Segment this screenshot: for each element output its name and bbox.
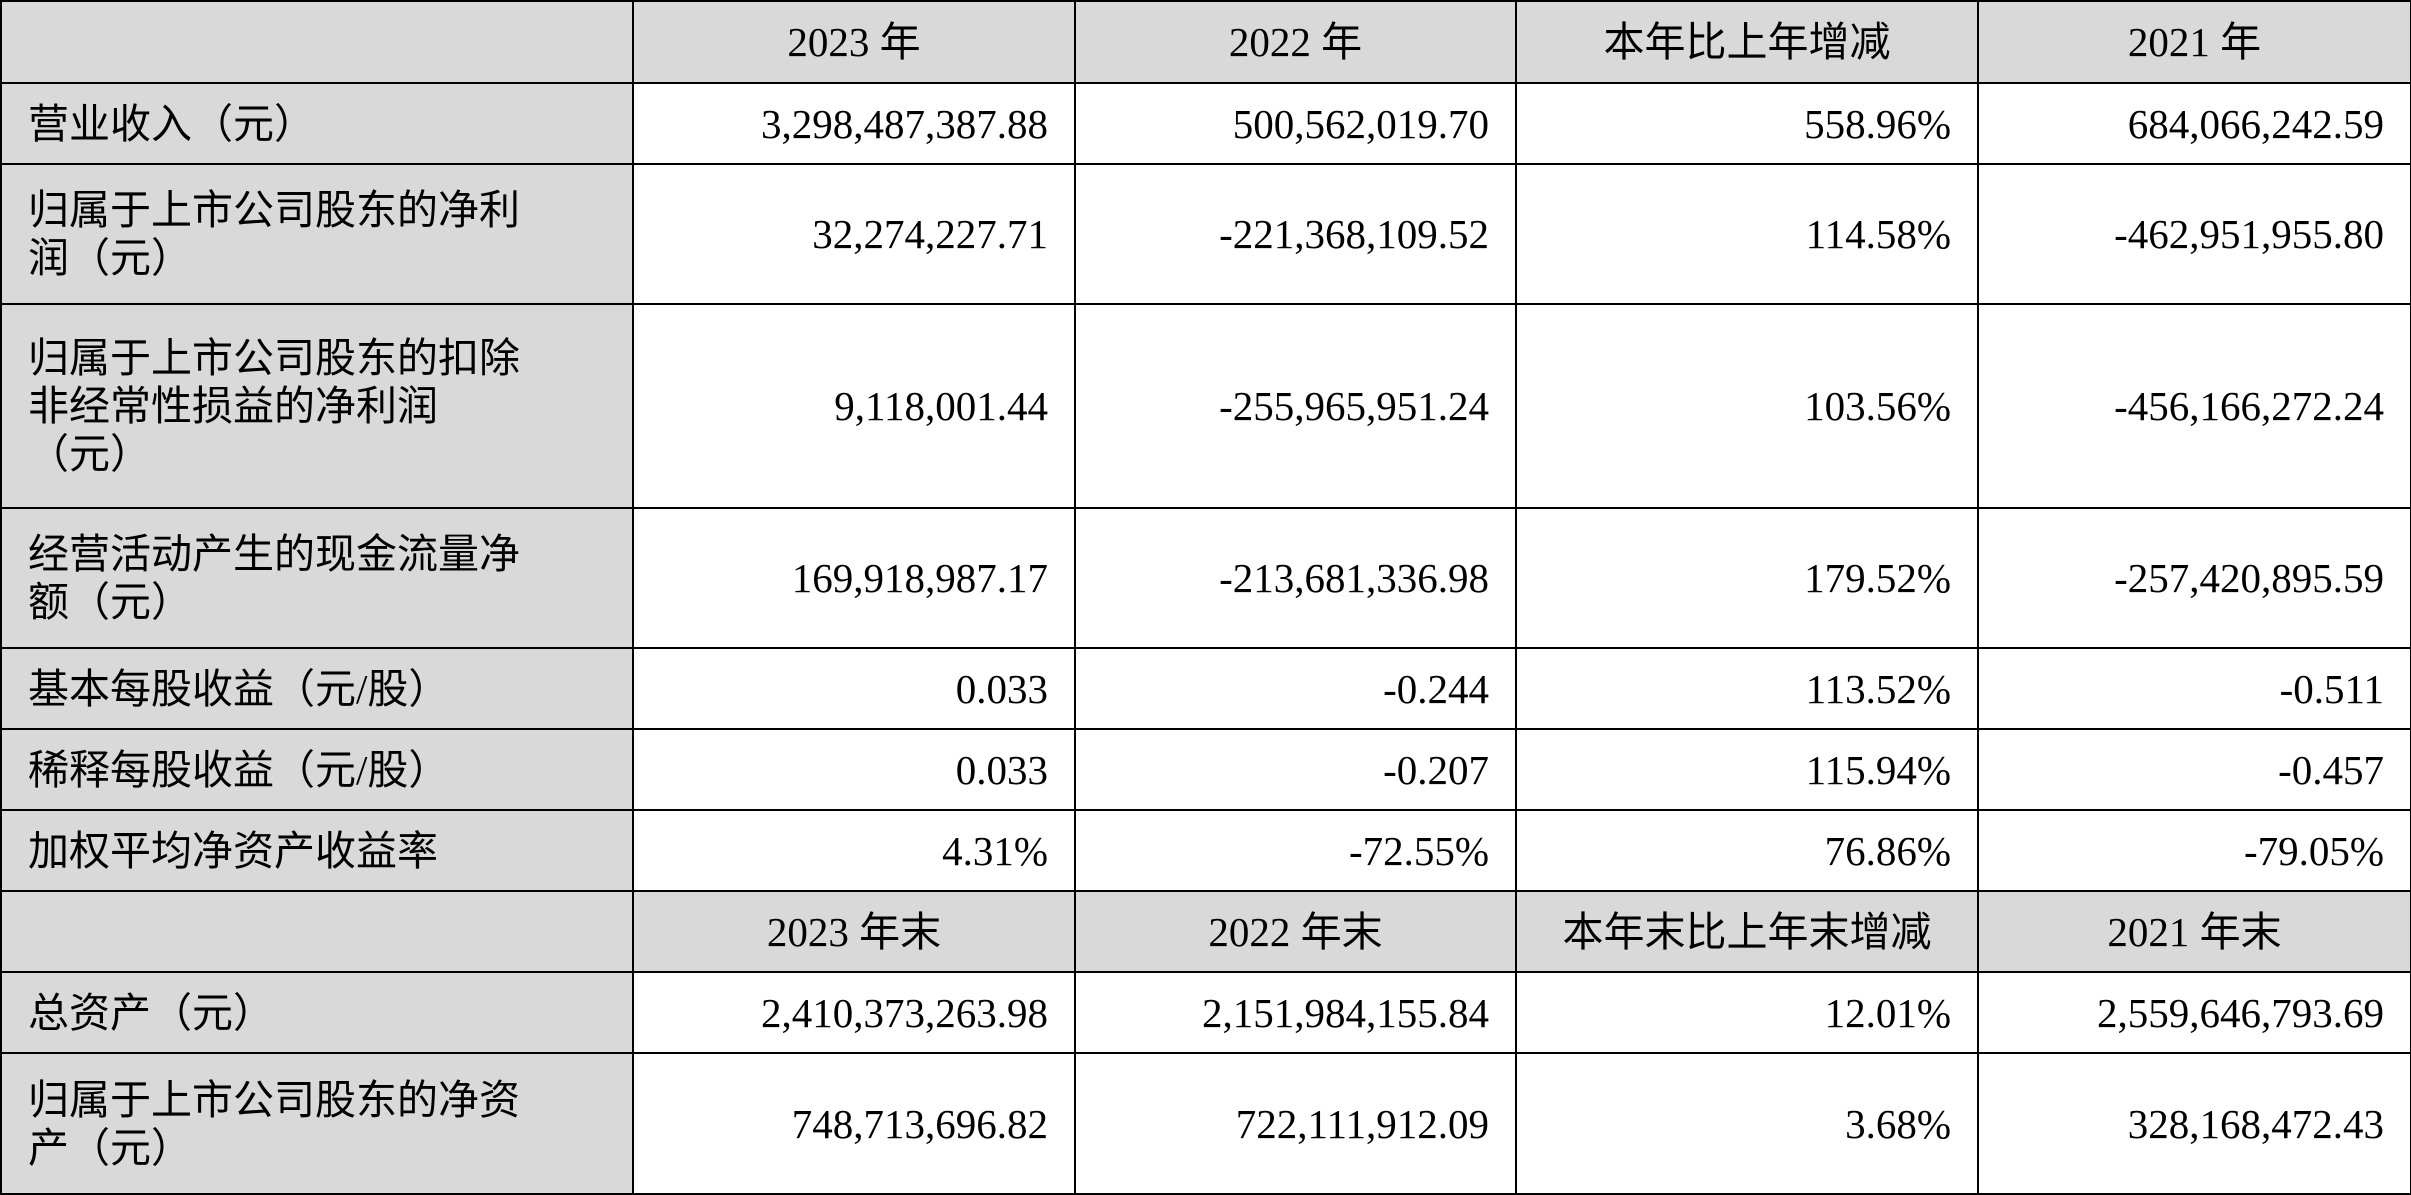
table-cell: -213,681,336.98 (1074, 507, 1517, 649)
table-cell: 500,562,019.70 (1074, 82, 1517, 165)
row-label: 归属于上市公司股东的扣除 非经常性损益的净利润 （元） (0, 303, 634, 509)
table-cell: 0.033 (632, 647, 1076, 730)
table-cell: 2,410,373,263.98 (632, 971, 1076, 1054)
table-cell: -0.511 (1977, 647, 2411, 730)
table-cell: -462,951,955.80 (1977, 163, 2411, 305)
row-label: 经营活动产生的现金流量净 额（元） (0, 507, 634, 649)
table-row: 经营活动产生的现金流量净 额（元） 169,918,987.17 -213,68… (0, 507, 2411, 649)
table-row: 营业收入（元） 3,298,487,387.88 500,562,019.70 … (0, 82, 2411, 165)
table-cell: 114.58% (1515, 163, 1979, 305)
column-header: 本年比上年增减 (1515, 0, 1979, 84)
table-cell: 9,118,001.44 (632, 303, 1076, 509)
table-row: 基本每股收益（元/股） 0.033 -0.244 113.52% -0.511 (0, 647, 2411, 730)
table-cell: -0.244 (1074, 647, 1517, 730)
column-header: 2021 年 (1977, 0, 2411, 84)
row-label: 总资产（元） (0, 971, 634, 1054)
table-cell: -255,965,951.24 (1074, 303, 1517, 509)
table-cell: 684,066,242.59 (1977, 82, 2411, 165)
table-cell: 3,298,487,387.88 (632, 82, 1076, 165)
table-cell: -257,420,895.59 (1977, 507, 2411, 649)
column-header: 2022 年 (1074, 0, 1517, 84)
table-cell: -72.55% (1074, 809, 1517, 892)
table-cell: 2,151,984,155.84 (1074, 971, 1517, 1054)
row-label: 营业收入（元） (0, 82, 634, 165)
table-cell: -0.457 (1977, 728, 2411, 811)
column-header: 2023 年 (632, 0, 1076, 84)
table-cell: 558.96% (1515, 82, 1979, 165)
table-cell: -456,166,272.24 (1977, 303, 2411, 509)
table-cell: 103.56% (1515, 303, 1979, 509)
table-cell: 179.52% (1515, 507, 1979, 649)
table-cell: 115.94% (1515, 728, 1979, 811)
table-cell: 4.31% (632, 809, 1076, 892)
table-row: 归属于上市公司股东的净资 产（元） 748,713,696.82 722,111… (0, 1052, 2411, 1195)
table-cell: 169,918,987.17 (632, 507, 1076, 649)
table-cell: 748,713,696.82 (632, 1052, 1076, 1195)
column-header: 本年末比上年末增减 (1515, 890, 1979, 973)
table-cell: 32,274,227.71 (632, 163, 1076, 305)
column-header: 2021 年末 (1977, 890, 2411, 973)
table-header-row: 2023 年 2022 年 本年比上年增减 2021 年 (0, 0, 2411, 84)
header-corner-cell (0, 0, 634, 84)
row-label: 稀释每股收益（元/股） (0, 728, 634, 811)
row-label: 加权平均净资产收益率 (0, 809, 634, 892)
table-cell: -79.05% (1977, 809, 2411, 892)
column-header: 2022 年末 (1074, 890, 1517, 973)
table-subheader-row: 2023 年末 2022 年末 本年末比上年末增减 2021 年末 (0, 890, 2411, 973)
table-cell: 3.68% (1515, 1052, 1979, 1195)
table-cell: 113.52% (1515, 647, 1979, 730)
table-row: 加权平均净资产收益率 4.31% -72.55% 76.86% -79.05% (0, 809, 2411, 892)
table-cell: 12.01% (1515, 971, 1979, 1054)
table-row: 稀释每股收益（元/股） 0.033 -0.207 115.94% -0.457 (0, 728, 2411, 811)
table-cell: -0.207 (1074, 728, 1517, 811)
table-cell: 0.033 (632, 728, 1076, 811)
row-label: 归属于上市公司股东的净资 产（元） (0, 1052, 634, 1195)
row-label: 基本每股收益（元/股） (0, 647, 634, 730)
table-cell: -221,368,109.52 (1074, 163, 1517, 305)
table-row: 归属于上市公司股东的扣除 非经常性损益的净利润 （元） 9,118,001.44… (0, 303, 2411, 509)
table-cell: 76.86% (1515, 809, 1979, 892)
table-row: 总资产（元） 2,410,373,263.98 2,151,984,155.84… (0, 971, 2411, 1054)
table-cell: 722,111,912.09 (1074, 1052, 1517, 1195)
column-header: 2023 年末 (632, 890, 1076, 973)
table-cell: 2,559,646,793.69 (1977, 971, 2411, 1054)
table-row: 归属于上市公司股东的净利 润（元） 32,274,227.71 -221,368… (0, 163, 2411, 305)
table-cell: 328,168,472.43 (1977, 1052, 2411, 1195)
row-label: 归属于上市公司股东的净利 润（元） (0, 163, 634, 305)
header-corner-cell (0, 890, 634, 973)
